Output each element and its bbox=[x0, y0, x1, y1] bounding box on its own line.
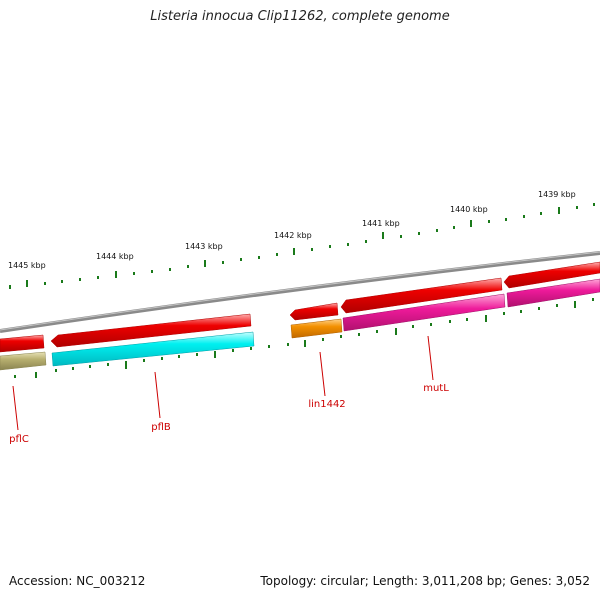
map-title: Listeria innocua Clip11262, complete gen… bbox=[150, 9, 450, 24]
outer-scale-ticks bbox=[9, 203, 595, 289]
scale-label: 1441 kbp bbox=[362, 219, 400, 228]
scale-label: 1442 kbp bbox=[274, 231, 312, 240]
feature-lin1442 bbox=[290, 318, 343, 339]
gene-label-mutL: mutL bbox=[423, 383, 449, 394]
gene-label-lines bbox=[12, 335, 434, 431]
feature-magenta-right bbox=[506, 278, 600, 308]
feature-mutL bbox=[342, 293, 506, 332]
gene-label-lin1442: lin1442 bbox=[308, 399, 345, 410]
genome-backbone bbox=[0, 251, 600, 333]
gene-labels: pflC pflB lin1442 mutL bbox=[9, 383, 449, 445]
feature-pflC bbox=[0, 351, 47, 371]
feature-red-upper-3 bbox=[340, 277, 503, 314]
inner-scale-ticks bbox=[14, 298, 594, 378]
scale-label: 1445 kbp bbox=[8, 261, 46, 270]
scale-labels: 1445 kbp 1444 kbp 1443 kbp 1442 kbp 1441… bbox=[8, 190, 576, 270]
scale-label: 1439 kbp bbox=[538, 190, 576, 199]
gene-label-pflC: pflC bbox=[9, 434, 29, 445]
genome-stats-label: Topology: circular; Length: 3,011,208 bp… bbox=[260, 574, 590, 588]
label-line-pflB bbox=[154, 371, 161, 419]
feature-red-left bbox=[0, 334, 45, 353]
label-line-lin1442 bbox=[319, 351, 326, 397]
genome-backbone-highlight bbox=[0, 251, 600, 331]
gene-label-pflB: pflB bbox=[151, 422, 171, 433]
accession-label: Accession: NC_003212 bbox=[9, 574, 146, 588]
feature-red-upper-4 bbox=[503, 261, 600, 289]
scale-label: 1444 kbp bbox=[96, 252, 134, 261]
map-footer: Accession: NC_003212 Topology: circular;… bbox=[0, 574, 600, 590]
label-line-mutL bbox=[427, 335, 434, 381]
feature-red-upper-1 bbox=[50, 313, 252, 348]
scale-label: 1440 kbp bbox=[450, 205, 488, 214]
scale-label: 1443 kbp bbox=[185, 242, 223, 251]
label-line-pflC bbox=[12, 385, 19, 431]
feature-red-upper-2 bbox=[289, 302, 339, 321]
feature-pflB bbox=[51, 331, 255, 367]
feature-track bbox=[0, 261, 600, 371]
